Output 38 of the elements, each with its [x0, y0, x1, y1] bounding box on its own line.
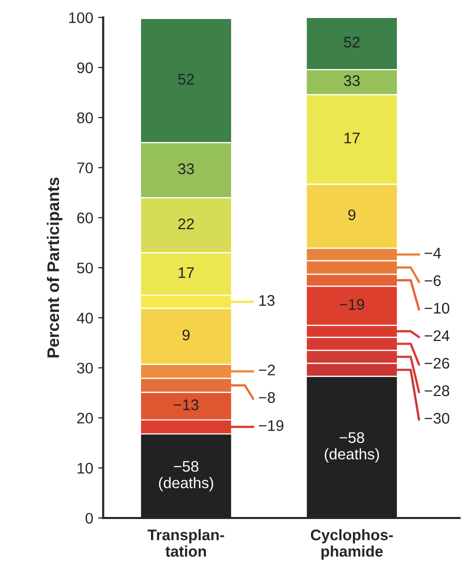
- series-label: 52: [344, 36, 360, 48]
- text: 33: [178, 163, 194, 174]
- legend-label: −2: [258, 364, 275, 376]
- text: −58 (deaths): [324, 432, 379, 462]
- y-tick-label: 60: [77, 212, 93, 224]
- y-tick-label: 30: [77, 362, 93, 374]
- y-tick-label: 90: [77, 62, 93, 74]
- series-label: 9: [182, 330, 190, 340]
- text: 17: [344, 132, 360, 144]
- series-label: 17: [178, 267, 194, 278]
- series-label: 33: [344, 75, 360, 86]
- legend-label: 13: [259, 295, 275, 306]
- text: −10: [424, 302, 450, 314]
- series-label: −13: [174, 399, 198, 410]
- text: 9: [348, 209, 356, 220]
- legend-label: −6: [424, 275, 441, 286]
- y-tick-label: 0: [86, 512, 93, 524]
- y-tick-label: 10: [78, 462, 93, 474]
- x-tick-label: Cyclophos- phamide: [310, 529, 393, 560]
- text: −30: [424, 412, 450, 424]
- series-label: −58 (deaths): [159, 460, 214, 492]
- series-label: 22: [178, 218, 194, 230]
- y-tick-label: 50: [77, 262, 93, 274]
- text: −28: [424, 385, 450, 396]
- legend-label: −19: [258, 420, 284, 431]
- y-tick-label: 40: [76, 312, 93, 324]
- legend-label: −4: [424, 248, 441, 258]
- legend-label: −8: [258, 392, 275, 403]
- legend-label: −24: [424, 330, 450, 341]
- legend-label: −26: [424, 358, 450, 369]
- text: −19: [340, 299, 364, 310]
- y-axis-title: Percent of Participants: [46, 178, 62, 358]
- y-tick-label: 80: [77, 112, 93, 124]
- y-tick-label: 20: [77, 412, 93, 424]
- y-tick-label: 100: [69, 12, 93, 24]
- y-tick-label: 70: [77, 162, 93, 174]
- x-tick-label: Transplan- tation: [148, 529, 224, 557]
- text: 52: [178, 74, 194, 85]
